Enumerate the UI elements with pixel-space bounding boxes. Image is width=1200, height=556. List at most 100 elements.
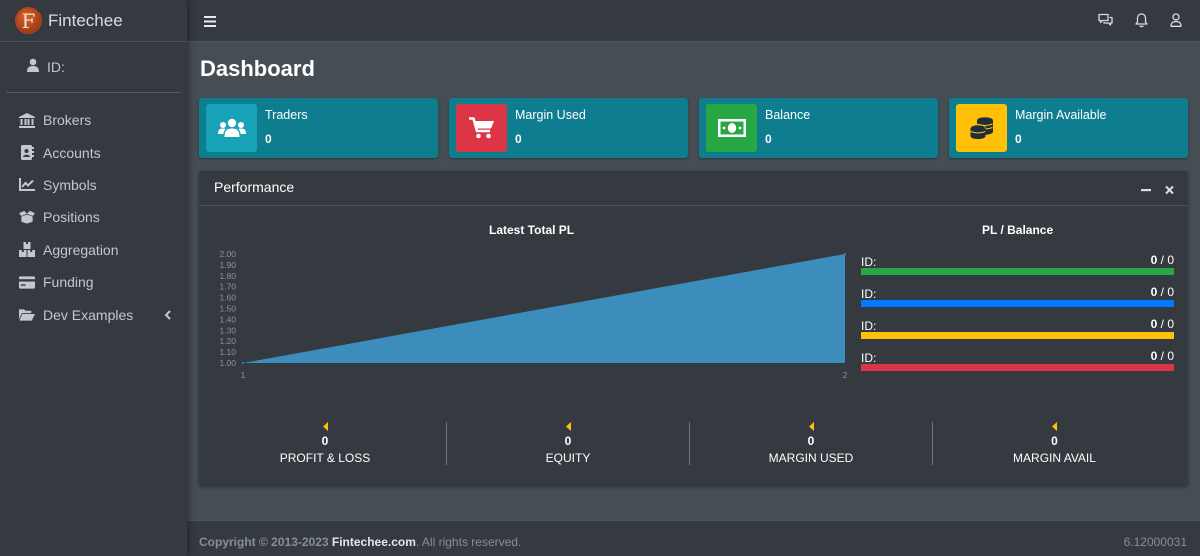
info-box-traders: Traders 0: [199, 98, 438, 158]
progress-label: ID:: [861, 287, 877, 301]
info-box-balance: Balance 0: [699, 98, 938, 158]
description-label: MARGIN AVAIL: [1013, 451, 1096, 465]
y-tick-label: 1.50: [219, 304, 236, 314]
user-icon[interactable]: [1170, 13, 1182, 32]
data-point[interactable]: [844, 253, 846, 255]
brand-logo: F: [16, 8, 41, 33]
y-tick-label: 1.00: [219, 358, 236, 368]
progress-value: 0 / 0: [1151, 285, 1174, 299]
sidebar-item-label: Funding: [43, 274, 94, 291]
sidebar-item-symbols[interactable]: Symbols: [0, 169, 187, 201]
description-label: EQUITY: [545, 451, 591, 465]
progress-separator: /: [1157, 253, 1168, 267]
chart-title: Latest Total PL: [489, 223, 575, 237]
brand-link[interactable]: F Fintechee: [0, 0, 187, 42]
sidebar-item-brokers[interactable]: Brokers: [0, 104, 187, 136]
y-tick-label: 1.30: [219, 325, 236, 335]
user-id-label: ID:: [47, 59, 65, 75]
y-tick-label: 1.40: [219, 314, 236, 324]
info-box-title: Margin Used: [515, 108, 586, 122]
area-series-0: [243, 254, 845, 363]
sidebar-item-label: Positions: [43, 209, 100, 226]
chat-icon[interactable]: [1098, 13, 1113, 32]
progress-current: 0: [1150, 285, 1158, 299]
sidebar-item-label: Symbols: [43, 176, 97, 193]
x-tick-label: 2: [843, 370, 848, 380]
progress-group-1: ID: 0 / 0: [861, 253, 1174, 275]
copyright: Copyright © 2013-2023 Fintechee.com. All…: [199, 535, 521, 549]
money-bill-icon: [706, 104, 757, 152]
user-panel[interactable]: ID:: [6, 42, 181, 93]
progress-group-3: ID: 0 / 0: [861, 317, 1174, 339]
credit-card-icon: [19, 274, 35, 290]
progress-label: ID:: [861, 351, 877, 365]
sidebar-item-aggregation[interactable]: Aggregation: [0, 234, 187, 266]
description-value: 0: [807, 434, 815, 448]
close-icon[interactable]: [1165, 182, 1174, 200]
chevron-left-icon[interactable]: [164, 307, 171, 323]
sidebar-item-accounts[interactable]: Accounts: [0, 136, 187, 168]
description-value: 0: [321, 434, 329, 448]
description-block-profit-loss: 0 PROFIT & LOSS: [204, 422, 447, 465]
caret-left-icon: [322, 422, 328, 431]
x-tick-label: 1: [241, 370, 246, 380]
description-value: 0: [1051, 434, 1058, 448]
progress-total: 0: [1167, 285, 1174, 299]
progress-label: ID:: [861, 319, 877, 333]
progress-bar: [861, 332, 1174, 339]
progress-separator: /: [1157, 285, 1168, 299]
info-box-title: Margin Available: [1015, 108, 1107, 122]
progress-total: 0: [1167, 349, 1174, 363]
progress-total: 0: [1167, 253, 1174, 267]
info-box-value: 0: [265, 132, 272, 146]
description-value: 0: [564, 434, 572, 448]
info-box-title: Balance: [765, 108, 811, 122]
progress-bar-fill: [861, 268, 1174, 275]
page-title: Dashboard: [200, 56, 315, 81]
bell-icon[interactable]: [1135, 13, 1148, 33]
pl-balance-title: PL / Balance: [982, 223, 1054, 237]
progress-value: 0 / 0: [1151, 349, 1174, 363]
progress-bar: [861, 268, 1174, 275]
copyright-suffix: . All rights reserved.: [415, 535, 522, 549]
progress-separator: /: [1157, 317, 1168, 331]
minus-icon[interactable]: [1141, 182, 1151, 200]
info-box-value: 0: [515, 132, 522, 146]
y-tick-label: 1.10: [219, 347, 236, 357]
caret-left-icon: [808, 422, 814, 431]
sidebar-item-dev-examples[interactable]: Dev Examples: [0, 298, 187, 330]
y-tick-label: 2.00: [219, 249, 236, 259]
description-block-margin-avail: 0 MARGIN AVAIL: [933, 422, 1176, 465]
main-footer: Copyright © 2013-2023 Fintechee.com. All…: [187, 520, 1200, 556]
progress-bar: [861, 300, 1174, 307]
coins-icon: [956, 104, 1007, 152]
hamburger-icon[interactable]: [204, 14, 216, 32]
sidebar-item-label: Dev Examples: [43, 306, 134, 323]
info-box-value: 0: [1015, 132, 1022, 146]
sidebar-item-positions[interactable]: Positions: [0, 201, 187, 233]
sidebar-nav: Brokers Accounts Symbols Positions Aggre…: [0, 104, 187, 331]
main-sidebar: F Fintechee ID: Brokers Accounts Symbols: [0, 0, 187, 556]
progress-bar-fill: [861, 364, 1174, 371]
data-point[interactable]: [242, 362, 244, 364]
brand-logo-letter: F: [21, 8, 36, 33]
sidebar-item-label: Aggregation: [43, 241, 119, 258]
line-chart-icon: [19, 177, 35, 193]
box-open-icon: [19, 209, 35, 225]
info-box-value: 0: [765, 132, 772, 146]
progress-bar: [861, 364, 1174, 371]
boxes-icon: [19, 242, 35, 258]
footer-brand-link[interactable]: Fintechee.com: [331, 535, 416, 549]
sidebar-item-funding[interactable]: Funding: [0, 266, 187, 298]
progress-separator: /: [1157, 349, 1168, 363]
card-header: Performance: [199, 171, 1188, 206]
card-title: Performance: [214, 179, 295, 195]
progress-total: 0: [1167, 317, 1174, 331]
top-navbar: [187, 0, 1200, 42]
copyright-prefix: Copyright © 2013-2023: [199, 535, 332, 549]
description-label: MARGIN USED: [768, 451, 854, 465]
brand-name: Fintechee: [48, 10, 123, 30]
description-block-equity: 0 EQUITY: [447, 422, 690, 465]
cart-icon: [456, 104, 507, 152]
info-box-title: Traders: [265, 108, 308, 122]
